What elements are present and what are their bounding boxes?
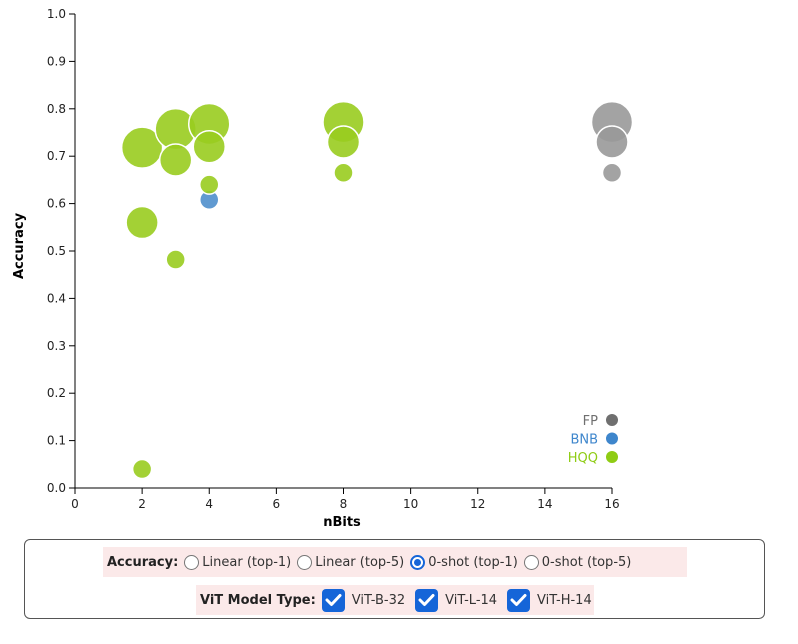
legend-swatch-bnb[interactable] <box>606 432 618 445</box>
radio-label: Linear (top-5) <box>315 554 405 570</box>
y-tick-label: 0.9 <box>47 54 66 68</box>
checkbox[interactable] <box>415 588 439 612</box>
legend-label-bnb: BNB <box>570 433 598 448</box>
checkbox-vit-l-14[interactable]: ViT-L-14 <box>415 588 498 612</box>
radio-button[interactable] <box>523 554 539 570</box>
x-tick-label: 16 <box>604 497 619 511</box>
data-points <box>120 100 634 480</box>
data-point-hqq[interactable] <box>158 143 193 177</box>
checkbox[interactable] <box>321 588 345 612</box>
x-tick-label: 14 <box>537 497 552 511</box>
radio-0shot-top5[interactable]: 0-shot (top-5) <box>523 554 632 570</box>
data-point-hqq[interactable] <box>333 162 354 184</box>
data-point-hqq[interactable] <box>326 125 361 159</box>
radio-button[interactable] <box>184 554 200 570</box>
x-axis-title: nBits <box>323 515 361 530</box>
radio-linear-top5[interactable]: Linear (top-5) <box>297 554 405 570</box>
vit-model-label: ViT Model Type: <box>200 592 316 608</box>
legend-swatch-hqq[interactable] <box>606 451 618 463</box>
y-tick-label: 0.3 <box>47 339 66 353</box>
checkmark-icon <box>325 594 342 606</box>
data-point-hqq[interactable] <box>125 205 159 240</box>
radio-0shot-top1[interactable]: 0-shot (top-1) <box>410 554 518 570</box>
checkmark-icon <box>418 594 435 606</box>
radio-label: 0-shot (top-5) <box>541 554 632 570</box>
x-tick-label: 4 <box>205 497 213 511</box>
y-tick-label: 0.2 <box>47 386 66 400</box>
checkbox-label: ViT-H-14 <box>537 592 592 608</box>
legend-label-hqq: HQQ <box>568 451 598 466</box>
controls-panel: Accuracy: Linear (top-1) Linear (top-5) … <box>24 539 765 619</box>
legend-swatch-fp[interactable] <box>606 414 618 426</box>
data-point-hqq[interactable] <box>199 174 220 195</box>
accuracy-row: Accuracy: Linear (top-1) Linear (top-5) … <box>103 547 687 577</box>
data-point-fp[interactable] <box>601 162 623 184</box>
data-point-hqq[interactable] <box>131 458 153 480</box>
checkbox-label: ViT-B-32 <box>351 592 406 608</box>
y-tick-label: 0.5 <box>47 244 66 258</box>
radio-linear-top1[interactable]: Linear (top-1) <box>184 554 292 570</box>
x-tick-label: 2 <box>138 497 146 511</box>
x-tick-label: 10 <box>403 497 418 511</box>
radio-button[interactable] <box>410 554 426 570</box>
x-tick-label: 6 <box>273 497 281 511</box>
checkbox[interactable] <box>507 588 531 612</box>
y-tick-label: 0.4 <box>47 291 66 305</box>
legend-label-fp: FP <box>583 414 598 429</box>
radio-label: 0-shot (top-1) <box>428 554 518 570</box>
accuracy-label: Accuracy: <box>107 554 179 570</box>
y-tick-label: 0.1 <box>47 434 66 448</box>
checkbox-vit-b-32[interactable]: ViT-B-32 <box>321 588 406 612</box>
y-tick-label: 0.7 <box>47 149 66 163</box>
y-axis-title: Accuracy <box>12 212 27 279</box>
scatter-chart: 0.0 0.1 0.2 0.3 0.4 0.5 0.6 0.7 0.8 0.9 1.0 0 2 4 6 8 1… <box>12 7 634 530</box>
y-tick-label: 0.8 <box>47 102 66 116</box>
checkbox-vit-h-14[interactable]: ViT-H-14 <box>507 588 592 612</box>
y-axis: 0.0 0.1 0.2 0.3 0.4 0.5 0.6 0.7 0.8 0.9 1.0 <box>47 7 76 495</box>
vit-model-row: ViT Model Type: ViT-B-32 ViT-L-14 ViT-H-… <box>196 585 594 615</box>
radio-label: Linear (top-1) <box>202 554 292 570</box>
checkmark-icon <box>510 594 527 606</box>
x-tick-label: 12 <box>470 497 485 511</box>
data-point-hqq[interactable] <box>165 249 186 270</box>
y-tick-label: 1.0 <box>47 7 66 21</box>
x-axis: 0 2 4 6 8 10 12 14 16 <box>71 487 620 511</box>
x-tick-label: 8 <box>340 497 348 511</box>
y-tick-label: 0.6 <box>47 197 66 211</box>
radio-button[interactable] <box>297 554 313 570</box>
y-tick-label: 0.0 <box>47 481 66 495</box>
legend: FP BNB HQQ <box>568 414 618 466</box>
data-point-hqq[interactable] <box>192 129 226 164</box>
data-point-hqq[interactable] <box>120 126 164 169</box>
checkbox-label: ViT-L-14 <box>445 592 498 608</box>
x-tick-label: 0 <box>71 497 79 511</box>
data-point-fp[interactable] <box>595 125 629 159</box>
